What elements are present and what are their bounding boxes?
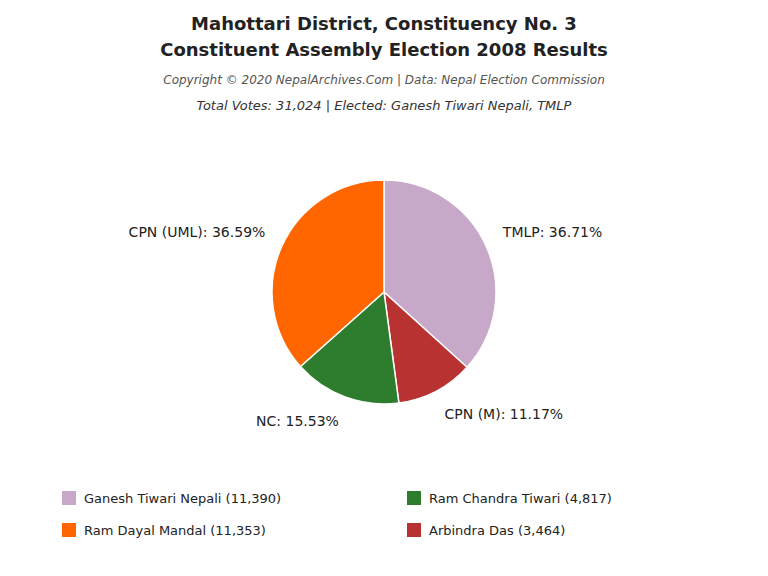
- legend-entry: Ram Dayal Mandal (11,353): [84, 523, 266, 538]
- legend-entry: Ganesh Tiwari Nepali (11,390): [84, 491, 281, 506]
- background: [0, 0, 768, 576]
- chart: Mahottari District, Constituency No. 3 Co…: [0, 0, 768, 576]
- legend-entry: Ram Chandra Tiwari (4,817): [429, 491, 612, 506]
- annotation: Copyright © 2020 NepalArchives.Com | Dat…: [163, 73, 605, 87]
- data-label: TMLP: 36.71%: [502, 224, 602, 240]
- title: Mahottari District, Constituency No. 3: [191, 13, 577, 34]
- legend-swatch: [407, 523, 421, 537]
- legend-entry: Arbindra Das (3,464): [429, 523, 565, 538]
- pie: [272, 180, 496, 404]
- title: Constituent Assembly Election 2008 Resul…: [160, 39, 608, 60]
- pie-slice: [272, 180, 384, 367]
- data-label: CPN (UML): 36.59%: [129, 224, 266, 240]
- data-labels: TMLP: 36.71% CPN (M): 11.17% NC: 15.53% CPN…: [129, 224, 603, 429]
- data-label: NC: 15.53%: [256, 413, 339, 429]
- data-label: CPN (M): 11.17%: [444, 406, 563, 422]
- legend-swatch: [62, 491, 76, 505]
- legend-swatch: [407, 491, 421, 505]
- subtitle: Total Votes: 31,024 | Elected: Ganesh Ti…: [197, 98, 572, 113]
- legend-swatch: [62, 523, 76, 537]
- legend: Ganesh Tiwari Nepali (11,390) Arbindra Da…: [62, 491, 612, 538]
